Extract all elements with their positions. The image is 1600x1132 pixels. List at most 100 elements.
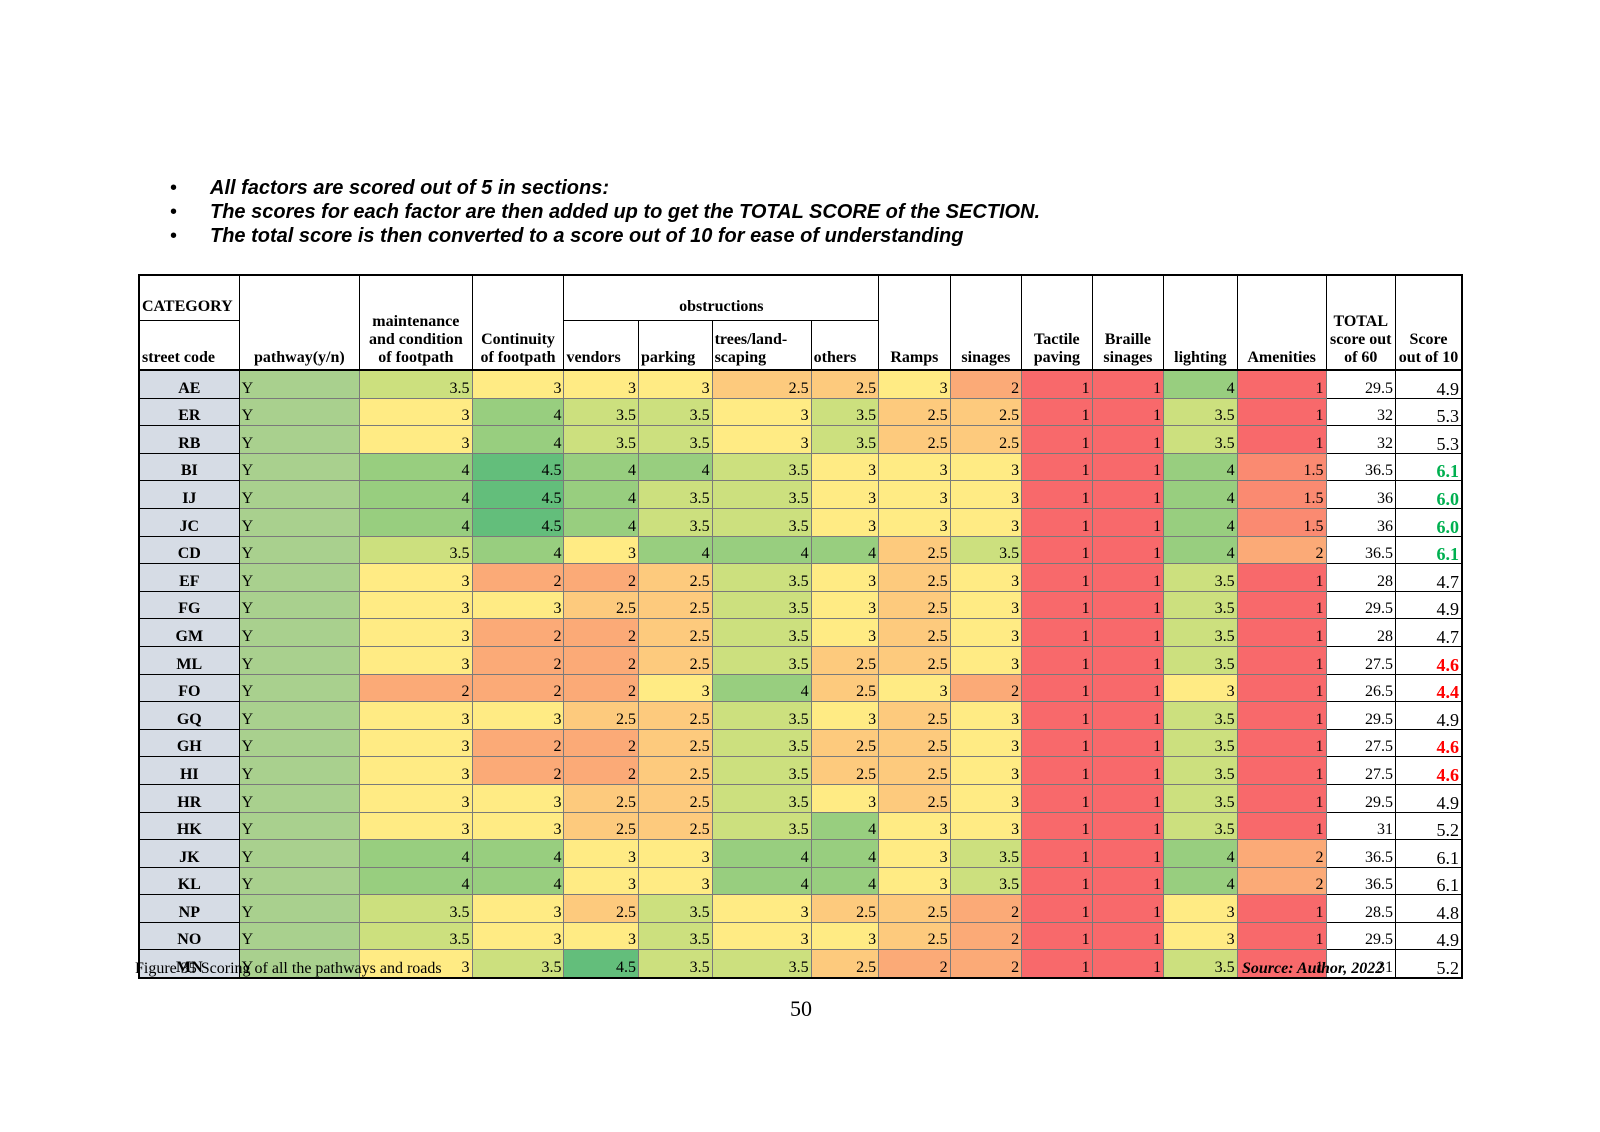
street-code-cell: NO [138, 921, 240, 951]
table-row: HR Y 3 3 2.5 2.5 3.5 3 2.5 3 1 1 3.5 1 29.5 4.9 [138, 783, 1463, 813]
factor-score-cell: 3 [563, 866, 640, 896]
factor-score-cell: 2.5 [638, 618, 713, 647]
header-sinages: sinages [949, 275, 1023, 370]
score-out-of-10-cell: 5.2 [1394, 949, 1463, 979]
street-code-cell: NP [138, 894, 240, 923]
total-score-cell: 27.5 [1325, 728, 1396, 758]
factor-score-cell: 2.5 [949, 397, 1023, 427]
street-code-cell: CD [138, 535, 240, 565]
factor-score-cell: 2 [878, 949, 951, 979]
factor-score-cell: 3 [638, 866, 713, 896]
factor-score-cell: 2.5 [563, 783, 640, 813]
total-score-cell: 27.5 [1325, 756, 1396, 785]
factor-score-cell: 2 [563, 618, 640, 647]
factor-score-cell: 2 [949, 673, 1023, 703]
table-row: NP Y 3.5 3 2.5 3.5 3 2.5 2.5 2 1 1 3 1 28.5 4.8 [138, 894, 1463, 923]
street-code-cell: RB [138, 425, 240, 454]
bullet-text: All factors are scored out of 5 in secti… [210, 177, 609, 199]
header-obstructions: obstructions [563, 275, 880, 321]
score-out-of-10-cell: 4.9 [1394, 369, 1463, 399]
factor-score-cell: 1 [1236, 369, 1327, 399]
pathway-cell: Y [238, 783, 361, 813]
factor-score-cell: 1 [1021, 645, 1093, 675]
table-row: RB Y 3 4 3.5 3.5 3 3.5 2.5 2.5 1 1 3.5 1 32 5.3 [138, 425, 1463, 454]
factor-score-cell: 4 [810, 535, 880, 565]
factor-score-cell: 3.5 [810, 397, 880, 427]
factor-score-cell: 2.5 [638, 701, 713, 730]
factor-score-cell: 3 [638, 673, 713, 703]
factor-score-cell: 4 [711, 839, 812, 868]
total-score-cell: 29.5 [1325, 701, 1396, 730]
header-continuity: Continuity of footpath [471, 275, 565, 370]
pathway-cell: Y [238, 701, 361, 730]
factor-score-cell: 3 [878, 866, 951, 896]
factor-score-cell: 1 [1021, 507, 1093, 537]
street-code-cell: GH [138, 728, 240, 758]
score-out-of-10-cell: 6.1 [1394, 839, 1463, 868]
factor-score-cell: 2 [949, 921, 1023, 951]
table-row: IJ Y 4 4.5 4 3.5 3.5 3 3 3 1 1 4 1.5 36 6.0 [138, 480, 1463, 509]
factor-score-cell: 3.5 [711, 590, 812, 620]
factor-score-cell: 1 [1091, 783, 1165, 813]
factor-score-cell: 3 [1163, 673, 1238, 703]
factor-score-cell: 2.5 [878, 728, 951, 758]
total-score-cell: 32 [1325, 425, 1396, 454]
factor-score-cell: 3 [359, 397, 473, 427]
total-score-cell: 32 [1325, 397, 1396, 427]
factor-score-cell: 3 [878, 452, 951, 482]
factor-score-cell: 4.5 [563, 949, 640, 979]
factor-score-cell: 4 [359, 839, 473, 868]
factor-score-cell: 2.5 [878, 425, 951, 454]
street-code-cell: HR [138, 783, 240, 813]
factor-score-cell: 1.5 [1236, 480, 1327, 509]
bullet-item: • The scores for each factor are then add… [170, 200, 1040, 224]
factor-score-cell: 3.5 [1163, 728, 1238, 758]
factor-score-cell: 3 [471, 811, 565, 841]
factor-score-cell: 3 [359, 728, 473, 758]
factor-score-cell: 2 [471, 618, 565, 647]
total-score-cell: 29.5 [1325, 783, 1396, 813]
factor-score-cell: 4 [471, 425, 565, 454]
factor-score-cell: 3.5 [810, 425, 880, 454]
street-code-cell: EF [138, 563, 240, 592]
factor-score-cell: 1 [1091, 507, 1165, 537]
factor-score-cell: 2 [563, 563, 640, 592]
factor-score-cell: 3 [359, 949, 473, 979]
factor-score-cell: 1 [1236, 811, 1327, 841]
factor-score-cell: 1 [1236, 921, 1327, 951]
factor-score-cell: 3 [810, 563, 880, 592]
table-row: GM Y 3 2 2 2.5 3.5 3 2.5 3 1 1 3.5 1 28 4.7 [138, 618, 1463, 647]
factor-score-cell: 3.5 [949, 535, 1023, 565]
factor-score-cell: 3 [949, 452, 1023, 482]
factor-score-cell: 3.5 [359, 535, 473, 565]
factor-score-cell: 3.5 [638, 921, 713, 951]
total-score-cell: 36 [1325, 507, 1396, 537]
factor-score-cell: 3.5 [638, 507, 713, 537]
factor-score-cell: 1 [1021, 866, 1093, 896]
factor-score-cell: 3 [359, 425, 473, 454]
factor-score-cell: 4 [359, 507, 473, 537]
factor-score-cell: 3 [711, 425, 812, 454]
factor-score-cell: 1 [1091, 728, 1165, 758]
table-row: NO Y 3.5 3 3 3.5 3 3 2.5 2 1 1 3 1 29.5 4.9 [138, 921, 1463, 951]
factor-score-cell: 2.5 [878, 535, 951, 565]
factor-score-cell: 3.5 [563, 425, 640, 454]
factor-score-cell: 3.5 [711, 645, 812, 675]
factor-score-cell: 3 [810, 701, 880, 730]
factor-score-cell: 2.5 [810, 728, 880, 758]
table-row: HI Y 3 2 2 2.5 3.5 2.5 2.5 3 1 1 3.5 1 27.5 4.6 [138, 756, 1463, 785]
header-tactile: Tactile paving [1021, 275, 1093, 370]
factor-score-cell: 1 [1236, 783, 1327, 813]
factor-score-cell: 4 [563, 480, 640, 509]
factor-score-cell: 3 [949, 728, 1023, 758]
factor-score-cell: 1 [1091, 894, 1165, 923]
total-score-cell: 27.5 [1325, 645, 1396, 675]
factor-score-cell: 4 [563, 452, 640, 482]
street-code-cell: BI [138, 452, 240, 482]
factor-score-cell: 3.5 [1163, 618, 1238, 647]
score-out-of-10-cell: 4.4 [1394, 673, 1463, 703]
street-code-cell: ML [138, 645, 240, 675]
table-row: ML Y 3 2 2 2.5 3.5 2.5 2.5 3 1 1 3.5 1 27.5 4.6 [138, 645, 1463, 675]
factor-score-cell: 4 [471, 839, 565, 868]
factor-score-cell: 3.5 [471, 949, 565, 979]
